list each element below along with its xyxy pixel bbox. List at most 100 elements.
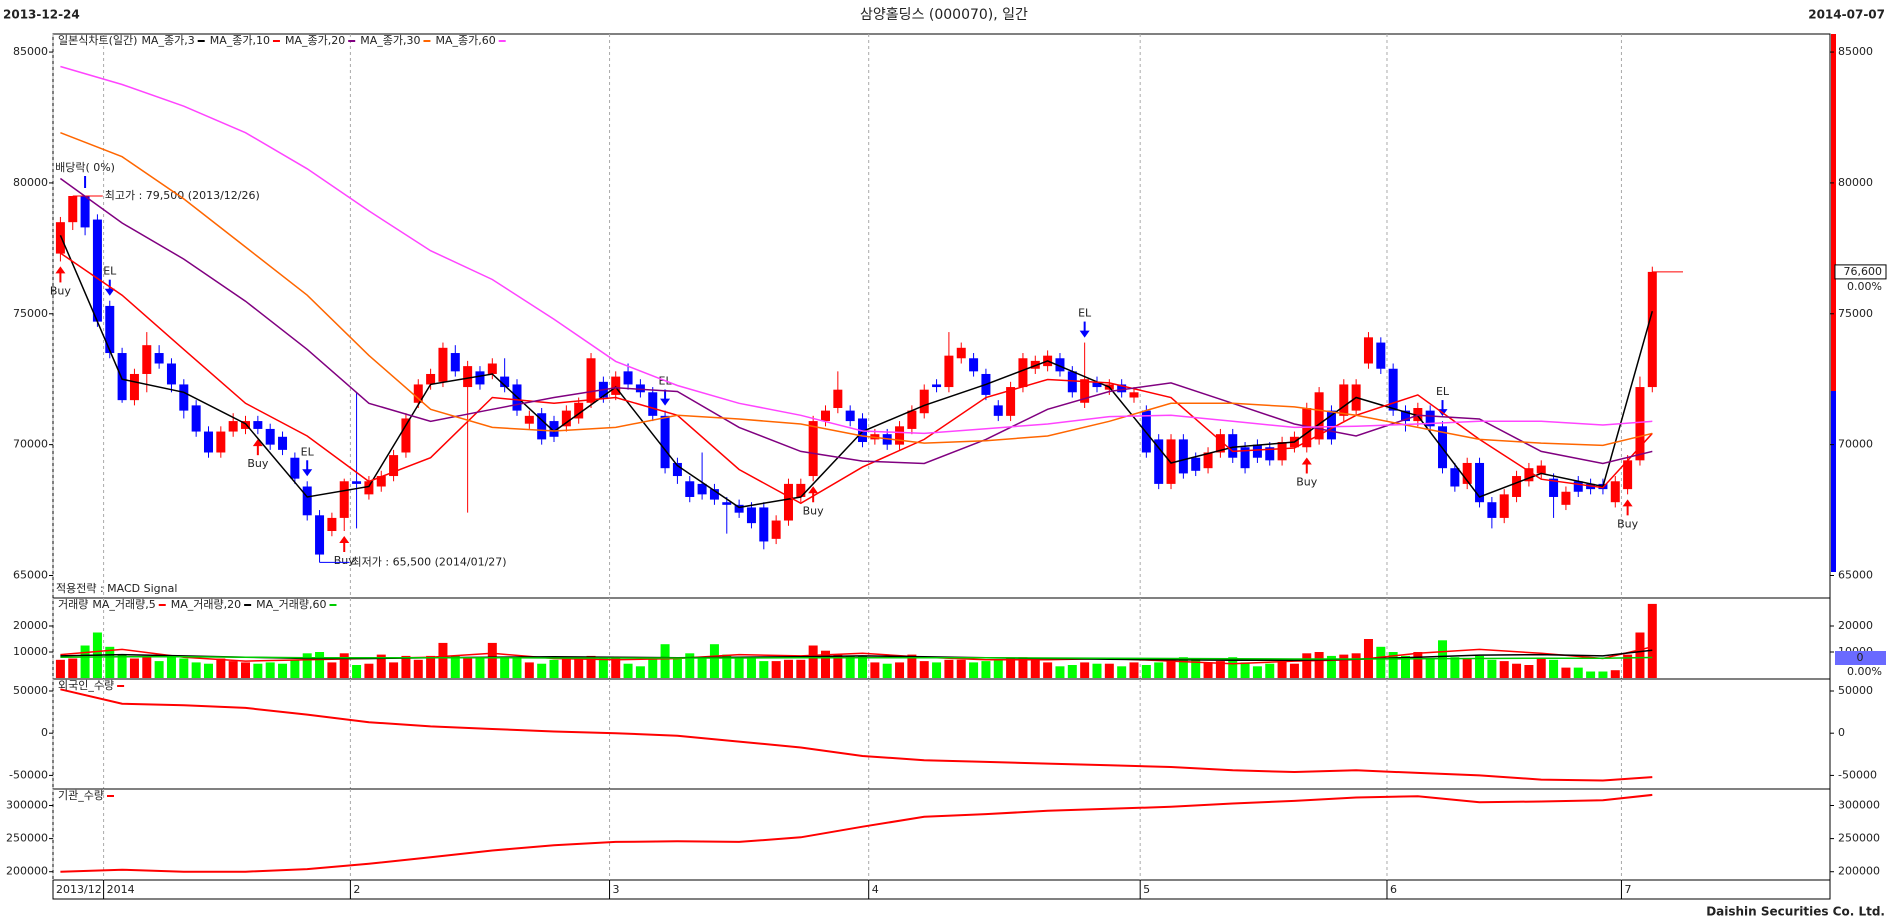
signal-label: EL	[301, 445, 315, 458]
volume-last-box	[1835, 651, 1886, 665]
candle-body	[524, 415, 534, 424]
candle-body	[783, 483, 793, 521]
volume-bar	[389, 662, 399, 679]
candle-body	[685, 481, 695, 497]
line-series	[60, 793, 1653, 873]
candle-body	[796, 483, 806, 497]
x-tick-label: 3	[613, 883, 620, 896]
volume-last-label: 0	[1857, 651, 1864, 664]
volume-bar	[1252, 666, 1262, 679]
candle-body	[1524, 468, 1534, 482]
volume-bar	[1178, 657, 1188, 679]
volume-bar	[1265, 663, 1275, 679]
candle-body	[1339, 384, 1349, 416]
footer: Daishin Securities Co. Ltd.	[1706, 905, 1885, 919]
volume-bar	[80, 645, 90, 679]
candle-body	[475, 371, 485, 385]
line-series	[60, 65, 1653, 435]
candle-body	[734, 504, 744, 513]
candle-body	[1573, 481, 1583, 492]
candle-body	[1413, 407, 1423, 422]
volume-bar	[1129, 662, 1139, 679]
legend-label: MA_거래량,60	[256, 598, 326, 611]
y-tick-label: 70000	[1838, 438, 1873, 451]
candle-body	[1006, 387, 1016, 416]
volume-bar	[339, 653, 349, 679]
signal-label: Buy	[334, 554, 356, 567]
y-tick-label: 75000	[13, 307, 48, 320]
volume-bar	[426, 655, 436, 679]
signal-arrow-head	[1301, 457, 1312, 465]
volume-bar	[1191, 658, 1201, 679]
candle-body	[179, 384, 189, 411]
volume-bar	[697, 658, 707, 679]
y-tick-label: 50000	[13, 684, 48, 697]
volume-bar	[1228, 657, 1238, 679]
line-series	[59, 177, 1653, 465]
signal-arrow-head	[339, 536, 350, 544]
volume-bar	[241, 662, 251, 679]
volume-bar	[771, 661, 781, 679]
signal-label: EL	[103, 265, 117, 278]
candle-body	[1314, 392, 1324, 440]
volume-bar	[1067, 665, 1077, 679]
candle-body	[1610, 481, 1620, 503]
volume-bar	[1635, 632, 1645, 679]
volume-bar	[1240, 662, 1250, 679]
volume-bar	[660, 644, 670, 679]
candle-body	[746, 507, 756, 524]
volume-bar	[1055, 666, 1065, 679]
candle-body	[660, 415, 670, 469]
volume-last-change: 0.00%	[1847, 665, 1882, 678]
last-price-box	[1834, 264, 1887, 280]
candle-body	[1178, 439, 1188, 474]
volume-bar	[290, 659, 300, 679]
legend-label: MA_종가,3	[141, 34, 194, 47]
candle-body	[1561, 491, 1571, 505]
candle-body	[697, 483, 707, 495]
volume-bar	[129, 658, 139, 679]
panel-frame	[52, 788, 1831, 881]
volume-bar	[203, 663, 213, 679]
volume-bar	[981, 661, 991, 679]
volume-bar	[228, 661, 238, 679]
candle-body	[105, 305, 115, 354]
y-tick-label: 75000	[1838, 307, 1873, 320]
volume-bar	[993, 659, 1003, 679]
candle-body	[1080, 379, 1090, 403]
volume-bar	[1339, 654, 1349, 679]
volume-bar	[117, 654, 127, 679]
signal-label: Buy	[1296, 475, 1318, 488]
strategy-label: 적용전략 : MACD Signal	[56, 582, 177, 595]
volume-bar	[1573, 667, 1583, 679]
y-tick-label: 65000	[13, 568, 48, 581]
volume-bar	[586, 655, 596, 679]
x-tick-label: 2014	[107, 883, 135, 896]
line-series	[59, 252, 1653, 505]
annotation: 최저가 : 65,500 (2014/01/27)	[352, 555, 507, 568]
candle-body	[376, 476, 386, 487]
candle-body	[1191, 457, 1201, 471]
volume-bar	[1524, 665, 1534, 679]
volume-bar	[302, 653, 312, 679]
volume-bar	[1030, 659, 1040, 679]
volume-bar	[1154, 662, 1164, 679]
volume-bar	[265, 662, 275, 679]
x-tick-label: 7	[1624, 883, 1631, 896]
price-range-bar-up	[1831, 34, 1836, 391]
candle-body	[537, 413, 547, 440]
candle-body	[352, 481, 362, 484]
candle-body	[80, 196, 90, 228]
last-change: 0.00%	[1847, 280, 1882, 293]
volume-bar	[845, 655, 855, 679]
signal-label: Buy	[50, 284, 72, 297]
candle-body	[586, 358, 596, 403]
volume-bar	[1314, 652, 1324, 679]
candle-body	[1067, 371, 1077, 393]
legend-label: 기관_수량	[58, 789, 104, 802]
volume-bar	[352, 665, 362, 679]
volume-bar	[1302, 653, 1312, 679]
candle-body	[672, 462, 682, 477]
candle-body	[1549, 478, 1559, 497]
candle-body	[1462, 462, 1472, 484]
